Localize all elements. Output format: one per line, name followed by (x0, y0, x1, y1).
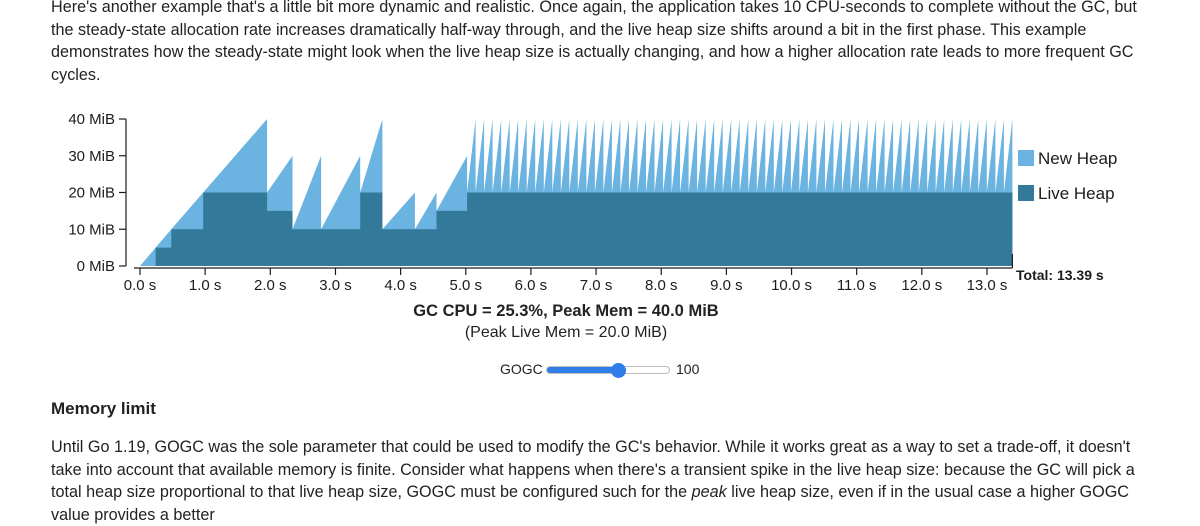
x-tick-label: 0.0 s (124, 277, 157, 294)
x-tick-label: 10.0 s (771, 277, 812, 294)
y-tick-label: 30 MiB (68, 148, 115, 165)
legend-swatch-new-heap (1018, 150, 1034, 166)
gc-stats-summary: GC CPU = 25.3%, Peak Mem = 40.0 MiB (413, 302, 719, 320)
x-tick-label: 2.0 s (254, 277, 287, 294)
gogc-slider[interactable] (546, 360, 670, 380)
x-tick-label: 12.0 s (901, 277, 942, 294)
legend-label-live-heap: Live Heap (1038, 184, 1115, 203)
x-tick-label: 1.0 s (189, 277, 222, 294)
x-tick-label: 9.0 s (710, 277, 743, 294)
memory-limit-paragraph: Until Go 1.19, GOGC was the sole paramet… (51, 436, 1161, 526)
y-tick-label: 20 MiB (68, 185, 115, 202)
section-heading-memory-limit: Memory limit (51, 399, 156, 418)
outro-emphasis: peak (691, 483, 727, 501)
x-tick-label: 6.0 s (515, 277, 548, 294)
chart-areas (140, 119, 1013, 266)
y-tick-label: 40 MiB (68, 111, 115, 128)
chart-legend: New Heap Live Heap (1018, 149, 1117, 203)
x-tick-label: 3.0 s (319, 277, 352, 294)
heap-chart: 0 MiB 10 MiB 20 MiB 30 MiB 40 MiB 0.0 s 1.0 s 2… (68, 111, 1117, 294)
x-tick-label: 5.0 s (450, 277, 483, 294)
gogc-value: 100 (676, 361, 700, 377)
series-live-heap-area (140, 192, 1013, 266)
total-duration-label: Total: 13.39 s (1016, 267, 1104, 283)
x-tick-label: 13.0 s (967, 277, 1008, 294)
intro-paragraph: Here's another example that's a little b… (51, 0, 1137, 84)
outro-text-start: Until Go 1.19, GOGC was the sole paramet… (51, 438, 1135, 501)
legend-swatch-live-heap (1018, 185, 1034, 201)
gogc-label: GOGC (500, 361, 543, 377)
x-tick-label: 4.0 s (384, 277, 417, 294)
legend-label-new-heap: New Heap (1038, 149, 1117, 168)
x-tick-label: 8.0 s (645, 277, 678, 294)
chart-axes: 0 MiB 10 MiB 20 MiB 30 MiB 40 MiB 0.0 s 1.0 s 2… (68, 111, 1104, 294)
y-tick-label: 0 MiB (77, 258, 115, 275)
peak-live-mem: (Peak Live Mem = 20.0 MiB) (464, 324, 668, 341)
y-tick-label: 10 MiB (68, 221, 115, 238)
x-tick-label: 11.0 s (837, 277, 877, 294)
x-tick-label: 7.0 s (580, 277, 613, 294)
